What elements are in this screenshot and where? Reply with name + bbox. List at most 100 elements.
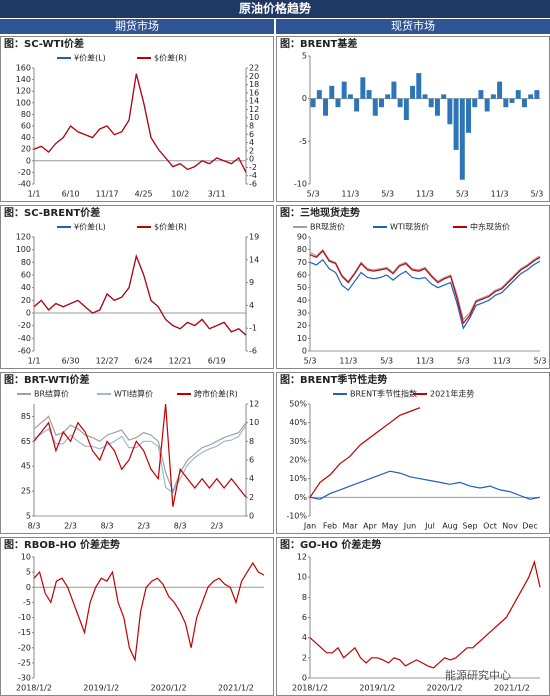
- y2-tick-label: 0: [249, 512, 254, 521]
- y-tick-label: 40: [21, 133, 31, 142]
- y2-tick-label: 6: [249, 456, 254, 465]
- bar: [484, 98, 490, 112]
- y-tick-label: -10%: [286, 512, 307, 521]
- bar: [515, 90, 521, 99]
- y-tick-label: 0: [26, 309, 31, 318]
- data-line: [309, 249, 541, 325]
- legend-label: $价差(R): [154, 53, 187, 63]
- x-tick-label: 10/2: [171, 190, 189, 199]
- bar: [521, 98, 527, 108]
- x-tick-label: Sep: [462, 522, 477, 531]
- y2-tick-label: -6: [249, 180, 257, 189]
- y-tick-label: 20: [297, 321, 307, 330]
- x-tick-label: 5/3: [304, 357, 317, 366]
- y-tick-label: 5: [26, 512, 31, 521]
- chart-title: 图：GO-HO 价差走势: [280, 538, 381, 551]
- y-tick-label: 10: [297, 573, 307, 582]
- chart-title: 图：SC-WTI价差: [4, 37, 84, 50]
- x-tick-label: 2/3: [137, 522, 150, 531]
- y2-tick-label: 12: [249, 105, 259, 114]
- bar: [354, 98, 360, 112]
- y-tick-label: -20: [18, 321, 31, 330]
- bar: [428, 98, 434, 108]
- y-tick-label: 40: [297, 296, 307, 305]
- y2-tick-label: 10: [249, 418, 259, 427]
- x-tick-label: 2018/1/2: [16, 684, 52, 693]
- x-tick-label: 6/19: [208, 357, 226, 366]
- y-tick-label: 5: [26, 568, 31, 577]
- y2-tick-label: 2: [249, 146, 254, 155]
- x-tick-label: Feb: [323, 522, 337, 531]
- panel: [0, 205, 274, 369]
- y-tick-label: 10: [21, 553, 31, 562]
- x-tick-label: 8/3: [101, 522, 114, 531]
- y-tick-label: 50%: [289, 400, 307, 409]
- legend-label: BRENT季节性指数: [350, 389, 417, 399]
- y-tick-label: 0: [302, 347, 307, 356]
- y-tick-label: -10: [18, 613, 31, 622]
- data-line: [309, 470, 541, 500]
- legend-label: WTI现货价: [390, 222, 429, 232]
- y-tick-label: -40: [18, 334, 31, 343]
- y-tick-label: -25: [18, 658, 31, 667]
- bar: [534, 90, 540, 99]
- y-tick-label: 5: [302, 52, 307, 61]
- bar: [453, 98, 459, 150]
- y-tick-label: -10: [294, 180, 307, 189]
- y-tick-label: -20: [18, 168, 31, 177]
- header-bar: [0, 0, 550, 18]
- bar: [385, 94, 391, 99]
- y2-tick-label: 8: [249, 122, 254, 131]
- bar: [503, 98, 509, 108]
- x-tick-label: Jul: [424, 522, 435, 531]
- legend-label: ¥价差(L): [74, 222, 106, 232]
- y-tick-label: 0%: [294, 493, 307, 502]
- y-tick-label: 40%: [289, 418, 307, 427]
- legend-label: BR现货价: [310, 222, 345, 232]
- bar: [459, 98, 465, 180]
- y-tick-label: 140: [16, 75, 31, 84]
- y-tick-label: 60: [297, 271, 307, 280]
- bar: [397, 98, 403, 108]
- x-tick-label: 11/3: [341, 190, 359, 199]
- y2-tick-label: 0: [249, 155, 254, 164]
- y-tick-label: 120: [16, 87, 31, 96]
- y2-tick-label: 19: [249, 233, 259, 242]
- y-tick-label: -5: [23, 598, 31, 607]
- chart-title: 图：SC-BRENT价差: [4, 206, 100, 219]
- bar: [416, 73, 422, 99]
- y-tick-label: 6: [302, 613, 307, 622]
- bar: [441, 94, 447, 99]
- bar: [329, 85, 335, 99]
- y-tick-label: 30%: [289, 437, 307, 446]
- data-line: [33, 424, 247, 494]
- x-tick-label: 1/1: [28, 190, 41, 199]
- x-tick-label: 12/27: [96, 357, 119, 366]
- bar: [403, 98, 409, 120]
- y-tick-label: 100: [16, 245, 31, 254]
- y-tick-label: 4: [302, 633, 307, 642]
- x-tick-label: 2021/1/2: [494, 684, 530, 693]
- x-tick-label: 5/3: [307, 190, 320, 199]
- watermark: 能源研究中心: [445, 668, 511, 682]
- y2-tick-label: -1: [249, 324, 257, 333]
- y-tick-label: 30: [297, 309, 307, 318]
- x-tick-label: 2019/1/2: [359, 684, 395, 693]
- section-title: 期货市场: [115, 19, 159, 33]
- legend-label: 中东现货价: [470, 222, 510, 232]
- bar: [478, 90, 484, 99]
- x-tick-label: 2020/1/2: [427, 684, 463, 693]
- legend-label: $价差(R): [154, 222, 187, 232]
- x-tick-label: 11/3: [416, 357, 434, 366]
- y2-tick-label: 10: [249, 113, 259, 122]
- legend-label: 2021年走势: [430, 389, 474, 399]
- y-tick-label: 50: [297, 283, 307, 292]
- y-tick-label: 80: [21, 258, 31, 267]
- y2-tick-label: -6: [249, 347, 257, 356]
- y-tick-label: 70: [297, 258, 307, 267]
- x-tick-label: 11/3: [491, 190, 509, 199]
- data-line: [309, 559, 541, 669]
- x-tick-label: 5/3: [380, 357, 393, 366]
- x-tick-label: 2020/1/2: [151, 684, 187, 693]
- y-tick-label: 160: [16, 64, 31, 73]
